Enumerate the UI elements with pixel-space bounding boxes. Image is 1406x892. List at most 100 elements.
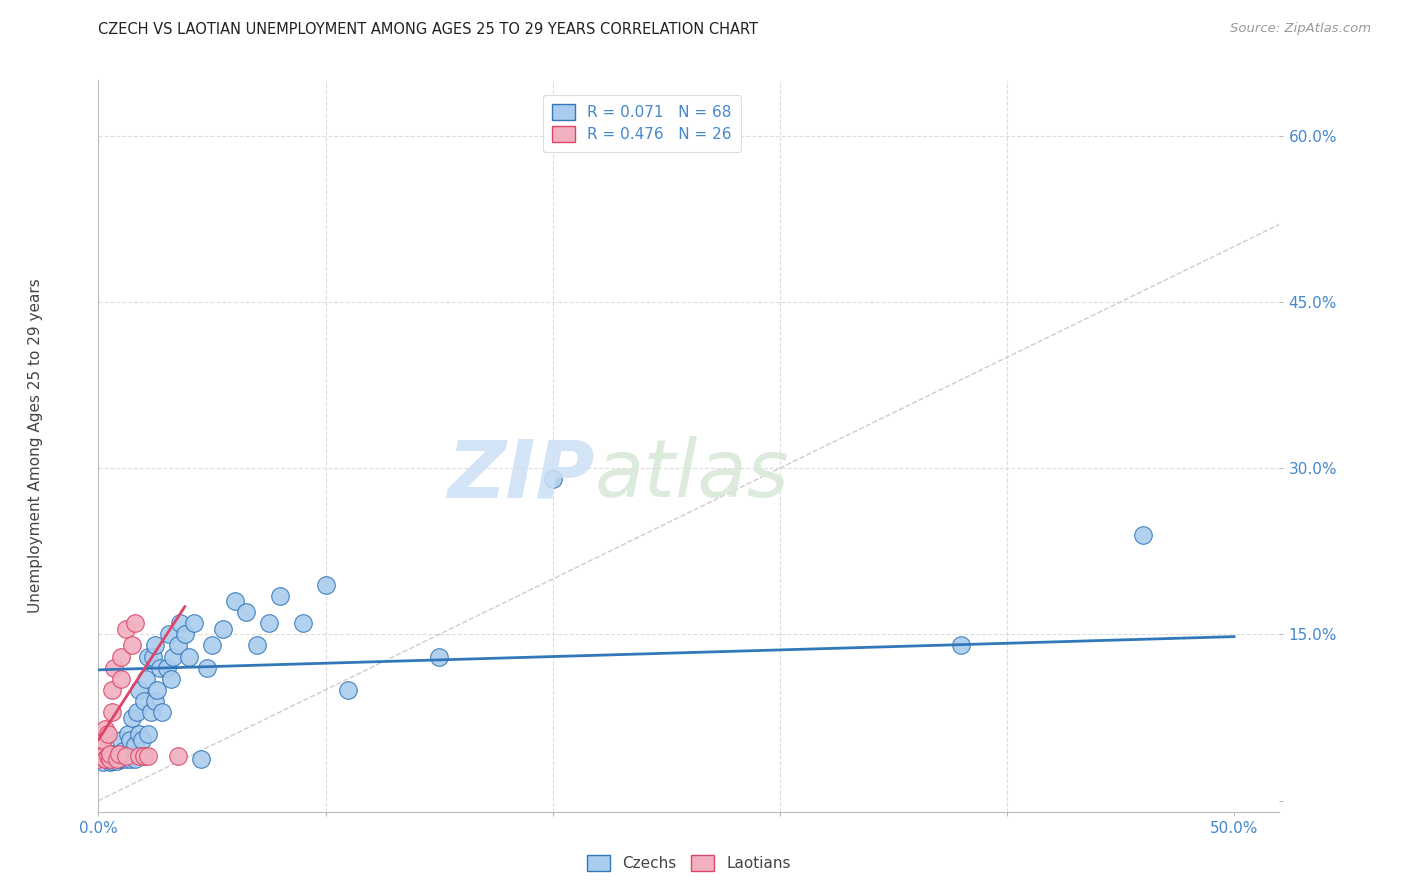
Point (128, 727, 150, 741)
Point (235, 605, 257, 619)
Point (90, 738, 112, 752)
Point (96, 727, 118, 741)
Point (142, 649, 165, 664)
Point (110, 649, 132, 664)
Point (269, 589, 291, 603)
Point (98, 747, 121, 761)
Point (173, 627, 195, 641)
Point (132, 749, 155, 764)
Point (105, 751, 128, 765)
Point (179, 649, 201, 664)
Point (103, 660, 125, 674)
Point (101, 682, 124, 697)
Point (138, 727, 160, 741)
Point (149, 660, 172, 674)
Point (91, 749, 114, 764)
Point (128, 682, 150, 697)
Point (291, 616, 314, 631)
Point (101, 749, 124, 764)
Point (108, 747, 131, 761)
Point (162, 649, 184, 664)
Point (114, 622, 136, 636)
Point (1132, 527, 1154, 541)
Point (541, 472, 564, 486)
Point (94, 749, 117, 764)
Point (132, 749, 155, 764)
Point (146, 682, 169, 697)
Point (110, 751, 132, 765)
Point (167, 749, 190, 764)
Point (135, 672, 157, 686)
Point (121, 749, 143, 764)
Point (120, 732, 142, 747)
Point (91, 755, 114, 769)
Point (98, 751, 121, 765)
Point (246, 639, 269, 653)
Point (131, 732, 153, 747)
Point (427, 649, 450, 664)
Point (110, 672, 132, 686)
Text: atlas: atlas (595, 436, 789, 515)
Point (124, 751, 146, 765)
Point (105, 749, 128, 764)
Point (124, 738, 146, 752)
Point (87, 751, 110, 765)
Point (128, 749, 150, 764)
Point (167, 639, 190, 653)
Point (98, 747, 121, 761)
Point (138, 749, 160, 764)
Point (157, 627, 180, 641)
Point (197, 660, 219, 674)
Point (94, 722, 117, 736)
Point (125, 705, 148, 719)
Point (190, 751, 212, 765)
Point (103, 747, 125, 761)
Point (201, 639, 224, 653)
Point (94, 751, 117, 765)
Point (337, 682, 360, 697)
Point (150, 705, 173, 719)
Point (108, 751, 131, 765)
Text: ZIP: ZIP (447, 436, 595, 515)
Point (132, 694, 155, 708)
Point (105, 754, 128, 768)
Point (257, 616, 280, 631)
Point (169, 616, 191, 631)
Point (96, 749, 118, 764)
Point (950, 639, 973, 653)
Point (212, 622, 235, 636)
Point (117, 749, 139, 764)
Point (124, 616, 146, 631)
Point (101, 754, 124, 768)
Point (138, 649, 160, 664)
Legend: Czechs, Laotians: Czechs, Laotians (581, 849, 797, 877)
Point (160, 672, 183, 686)
Point (91, 732, 114, 747)
Point (183, 616, 205, 631)
Point (114, 749, 136, 764)
Point (121, 639, 143, 653)
Point (96, 751, 118, 765)
Text: CZECH VS LAOTIAN UNEMPLOYMENT AMONG AGES 25 TO 29 YEARS CORRELATION CHART: CZECH VS LAOTIAN UNEMPLOYMENT AMONG AGES… (98, 22, 758, 37)
Point (155, 660, 177, 674)
Point (112, 749, 135, 764)
Point (98, 755, 121, 769)
Point (114, 747, 136, 761)
Point (315, 577, 337, 591)
Point (103, 751, 125, 765)
Point (120, 751, 142, 765)
Point (110, 732, 132, 747)
Point (143, 639, 166, 653)
Point (139, 705, 162, 719)
Text: Unemployment Among Ages 25 to 29 years: Unemployment Among Ages 25 to 29 years (28, 278, 42, 614)
Point (112, 744, 135, 758)
Text: Source: ZipAtlas.com: Source: ZipAtlas.com (1230, 22, 1371, 36)
Point (121, 710, 143, 724)
Point (114, 751, 136, 765)
Point (110, 747, 132, 761)
Point (90, 749, 112, 764)
Point (117, 727, 139, 741)
Point (101, 705, 124, 719)
Point (224, 594, 246, 608)
Point (143, 694, 166, 708)
